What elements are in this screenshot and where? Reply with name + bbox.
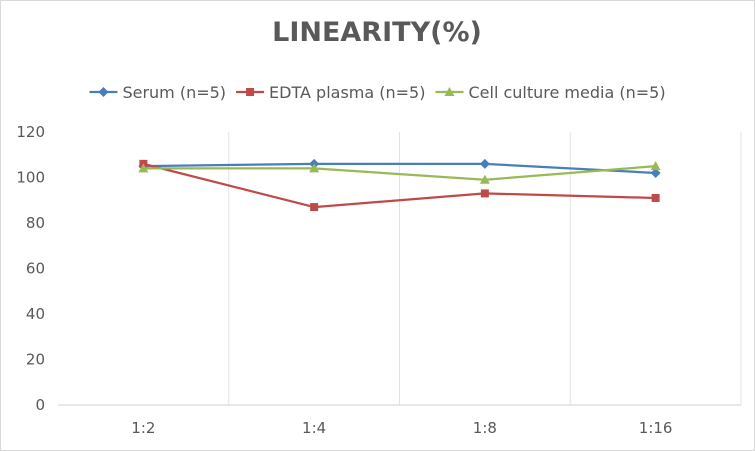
- y-tick-label: 120: [16, 123, 45, 141]
- series-line: [143, 165, 656, 181]
- y-tick-label: 20: [26, 351, 45, 369]
- data-point: [651, 193, 660, 202]
- legend-marker: [246, 88, 255, 96]
- series-layer: [138, 158, 661, 212]
- legend-marker: [98, 87, 109, 97]
- y-tick-label: 80: [26, 214, 45, 232]
- series-line: [143, 162, 656, 209]
- grid-lines: [58, 132, 742, 406]
- data-point: [479, 174, 490, 184]
- legend-label: Serum (n=5): [122, 83, 226, 102]
- series-line: [143, 162, 656, 175]
- data-point: [479, 158, 490, 169]
- legend-item: Serum (n=5): [89, 83, 226, 102]
- data-point: [480, 189, 489, 198]
- chart-title: LINEARITY(%): [272, 17, 482, 48]
- data-point: [309, 163, 320, 173]
- legend-item: EDTA plasma (n=5): [236, 83, 425, 102]
- legend-item: Cell culture media (n=5): [435, 83, 666, 102]
- x-tick-label: 1:16: [639, 419, 673, 437]
- y-tick-label: 0: [35, 396, 45, 414]
- y-tick-label: 40: [26, 305, 45, 323]
- x-axis: 1:2 1:4 1:8 1:16: [131, 419, 672, 437]
- legend-marker: [444, 87, 455, 96]
- y-axis: 0 20 40 60 80 100 120: [16, 123, 45, 414]
- legend: Serum (n=5) EDTA plasma (n=5) Cell culture…: [89, 83, 666, 102]
- x-tick-label: 1:2: [131, 419, 155, 437]
- legend-label: EDTA plasma (n=5): [269, 83, 425, 102]
- data-point: [138, 163, 149, 173]
- data-point: [650, 161, 661, 171]
- y-tick-label: 100: [16, 169, 45, 187]
- data-point: [310, 203, 319, 212]
- data-point: [650, 167, 661, 178]
- x-tick-label: 1:4: [302, 419, 326, 437]
- x-tick-label: 1:8: [473, 419, 497, 437]
- legend-label: Cell culture media (n=5): [468, 83, 665, 102]
- y-tick-label: 60: [26, 260, 45, 278]
- series-group: [138, 161, 661, 184]
